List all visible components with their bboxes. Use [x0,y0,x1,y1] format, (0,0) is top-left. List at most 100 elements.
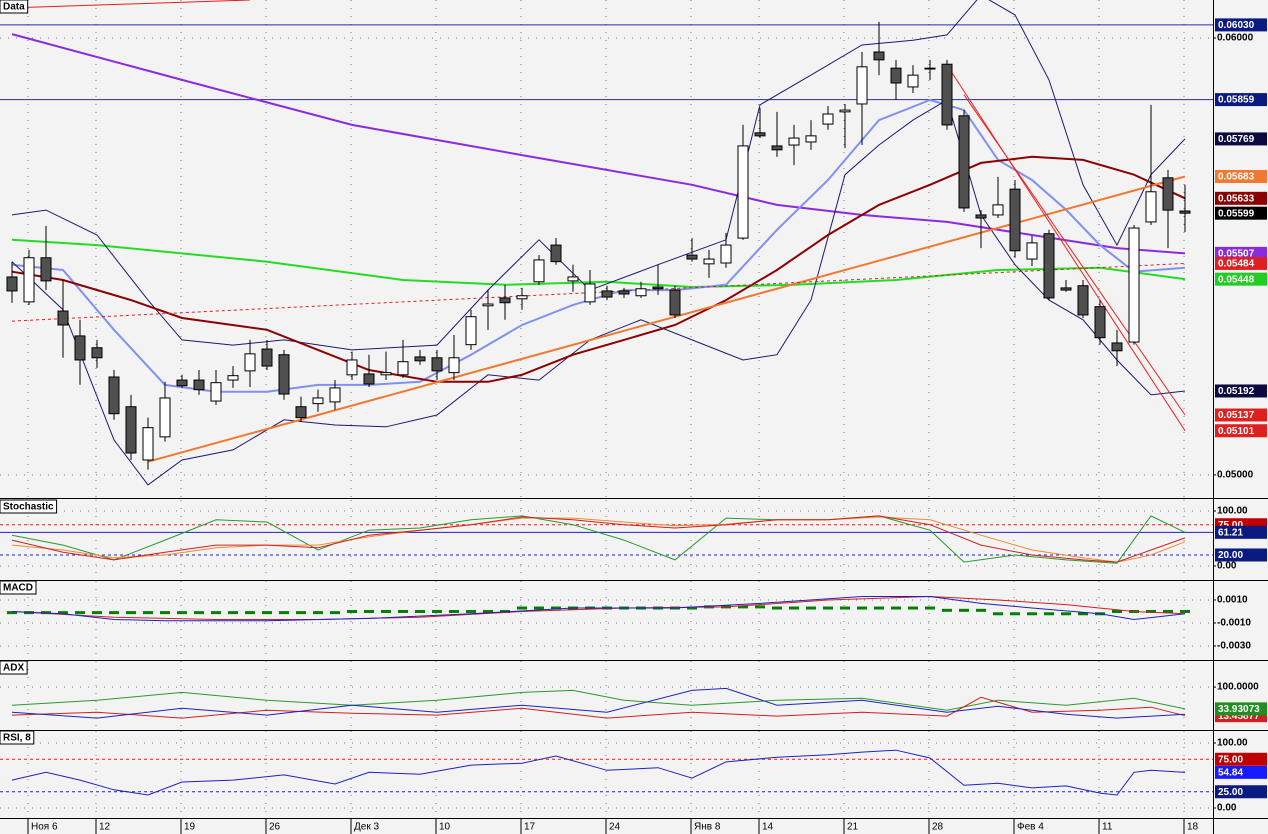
histogram-dash [772,606,782,610]
histogram-dash [908,606,918,610]
candle-body [652,286,664,290]
candle-body [74,335,86,361]
price-label: 0.05192 [1218,386,1255,397]
candle-body [958,115,970,209]
histogram-dash [993,612,1003,616]
price-label-box [1215,256,1267,270]
price-label: 20.00 [1218,550,1243,561]
panel [0,661,1213,730]
candle-body [227,375,239,381]
price-label-box [1215,272,1267,286]
overlay-line [11,262,1186,322]
histogram-dash [925,606,935,610]
candle-body [329,387,341,403]
candle-body [261,348,273,367]
candle-body [856,66,868,105]
histogram-dash [109,611,119,615]
histogram-dash [364,609,374,613]
y-tick-label: 0.00 [1217,803,1237,814]
price-label: 61.21 [1218,527,1243,538]
indicator-line [11,689,1186,711]
candle-body [703,258,715,265]
x-tick-label: 18 [1187,822,1199,833]
indicator-line [11,515,1186,564]
panel-title-box [0,0,29,14]
panel-title-box [0,580,37,595]
price-label: 33.93073 [1218,704,1260,715]
histogram-dash [160,611,170,615]
candle-body [1009,188,1021,252]
histogram-dash [976,608,986,612]
price-label-box [1215,765,1267,779]
candle-body [873,51,885,61]
x-tick-label: 12 [99,822,111,833]
price-label: 54.84 [1218,768,1243,779]
price-label: 0.05599 [1218,208,1255,219]
price-label-box [1215,246,1267,260]
x-tick-label: 10 [439,822,451,833]
histogram-dash [262,611,272,615]
price-label: 13.45877 [1218,711,1260,722]
panel [0,731,1213,818]
histogram-dash [789,606,799,610]
candle-body [1026,242,1038,260]
panel-title: Stochastic [3,502,54,513]
y-tick-label: -0.0010 [1217,618,1251,629]
price-label-box [1215,548,1267,562]
candle-body [1043,233,1055,299]
histogram-dash [1112,609,1122,613]
x-tick-label: 11 [1102,822,1113,833]
histogram-dash [959,608,969,612]
price-label: 0.05101 [1218,426,1255,437]
candle-body [907,74,919,88]
x-tick-label: Янв 8 [694,822,721,833]
y-tick-label: 0.06000 [1217,33,1254,44]
x-tick-label: 26 [269,822,281,833]
candle-body [431,357,443,372]
candle-body [125,406,137,454]
candle-body [669,289,681,316]
overlay-line [963,94,1186,416]
price-label: 0.05633 [1218,193,1255,204]
x-tick-label: Ноя 6 [31,822,58,833]
panel-title-box [0,660,28,675]
candle-body [159,397,171,438]
histogram-dash [823,606,833,610]
histogram-dash [432,609,442,613]
histogram-dash [330,611,340,615]
price-label-box [1215,18,1267,32]
histogram-dash [738,605,748,609]
histogram-dash [143,611,153,615]
candle-body [499,297,511,304]
histogram-dash [211,611,221,615]
histogram-dash [313,611,323,615]
x-tick-label: 24 [609,822,621,833]
histogram-dash [1146,609,1156,613]
histogram-dash [415,609,425,613]
y-tick-label: 0.00 [1217,561,1237,572]
y-tick-label: 100.00 [1217,738,1248,749]
panel-title: Data [3,2,25,13]
candle-body [40,257,52,282]
candle-body [992,204,1004,216]
price-label: 0.05683 [1218,172,1255,183]
candle-body [363,373,375,385]
histogram-dash [58,611,68,615]
candle-body [754,132,766,137]
candle-body [193,379,205,391]
price-label-box [1215,93,1267,107]
price-label: 0.05137 [1218,410,1255,421]
histogram-dash [1061,612,1071,616]
candle-body [91,347,103,359]
price-label-box [1215,702,1267,716]
price-label: 0.05484 [1218,259,1255,270]
y-tick-label: 0.0010 [1217,595,1248,606]
histogram-dash [126,611,136,615]
price-label-box [1215,752,1267,766]
histogram-dash [7,611,17,615]
histogram-dash [874,606,884,610]
histogram-dash [687,606,697,610]
candle-body [822,113,834,125]
candle-body [1128,227,1140,343]
